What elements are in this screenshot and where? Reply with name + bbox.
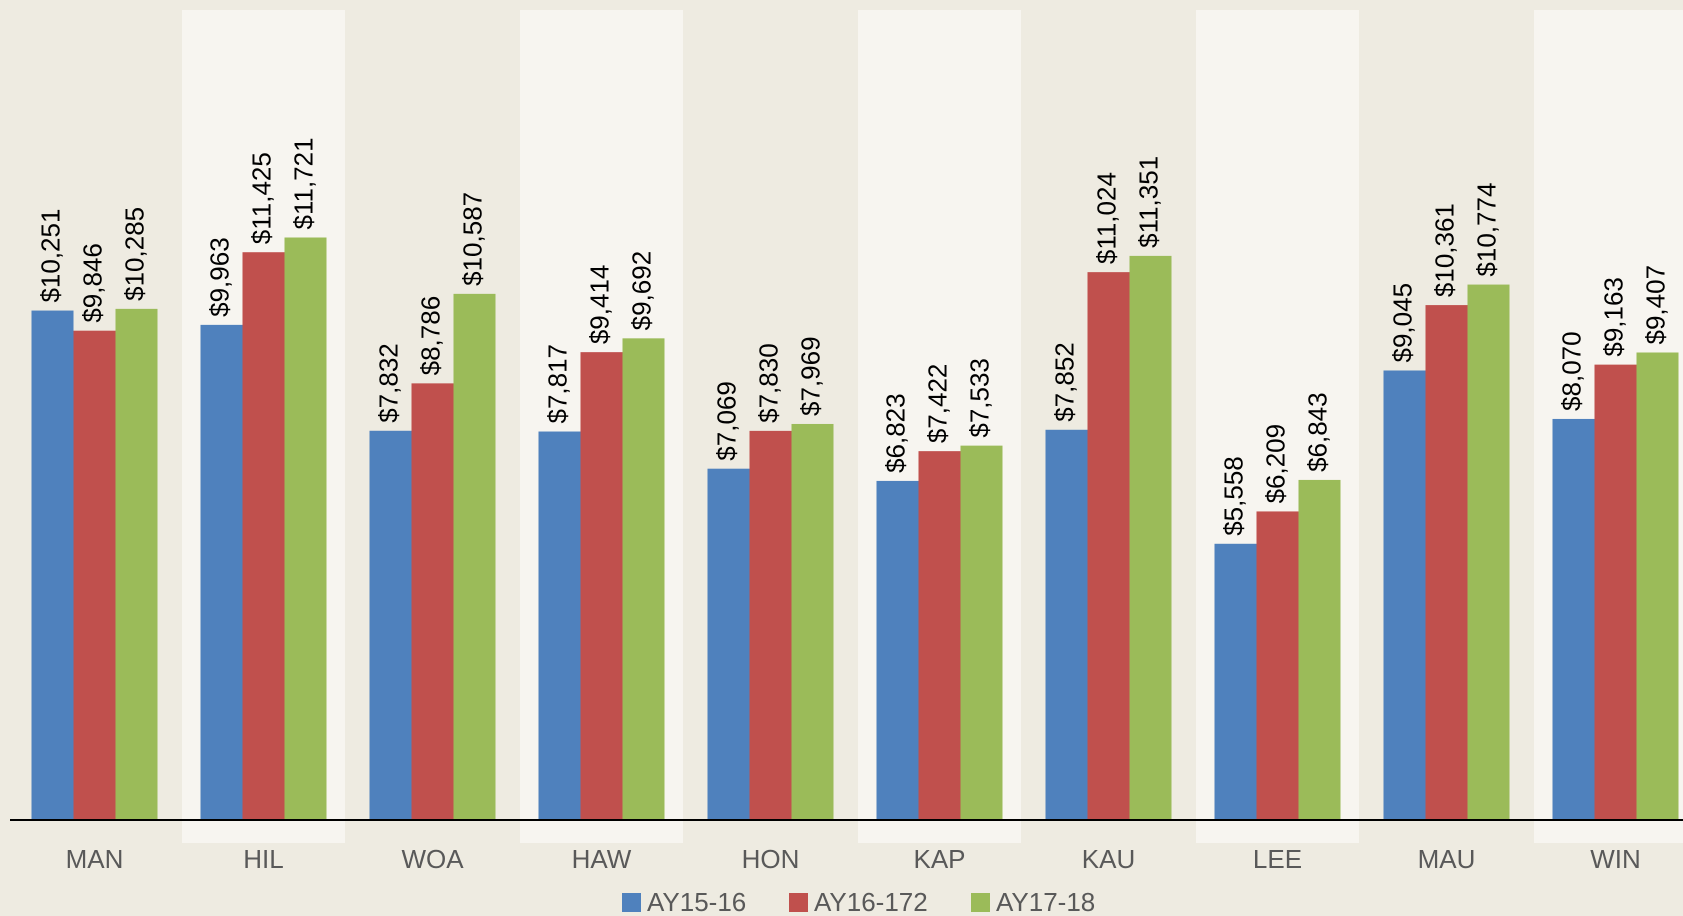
legend-swatch: [622, 893, 641, 912]
bar: [1298, 479, 1341, 820]
bar: [749, 430, 792, 820]
data-label: $8,070: [1556, 331, 1586, 411]
bar: [242, 252, 285, 820]
data-label: $7,422: [922, 364, 952, 444]
bar: [1552, 418, 1595, 820]
x-tick-label: MAU: [1418, 844, 1476, 874]
bar: [707, 468, 750, 820]
x-tick-label: MAN: [66, 844, 124, 874]
data-label: $9,407: [1640, 265, 1670, 345]
bar: [960, 445, 1003, 820]
data-label: $7,069: [711, 381, 741, 461]
x-tick-label: HIL: [243, 844, 283, 874]
bar: [1214, 543, 1257, 820]
bar: [1256, 511, 1299, 820]
legend-swatch: [789, 893, 808, 912]
legend-swatch: [971, 893, 990, 912]
data-label: $6,209: [1260, 424, 1290, 504]
bar: [538, 431, 581, 820]
data-label: $11,425: [246, 152, 276, 244]
legend-label: AY16-172: [814, 887, 928, 916]
x-tick-label: LEE: [1253, 844, 1302, 874]
bar: [1425, 305, 1468, 820]
bar: [369, 430, 412, 820]
bar: [73, 330, 116, 820]
x-tick-label: KAP: [913, 844, 965, 874]
bar: [1087, 272, 1130, 820]
bar: [1045, 429, 1088, 820]
data-label: $10,251: [35, 209, 65, 303]
data-label: $9,963: [204, 237, 234, 317]
bar: [622, 338, 665, 820]
bar: [200, 324, 243, 820]
data-label: $7,817: [542, 344, 572, 424]
data-label: $9,045: [1387, 283, 1417, 363]
x-tick-label: HAW: [572, 844, 632, 874]
bar: [918, 451, 961, 820]
bar: [453, 293, 496, 821]
bar: [31, 310, 74, 820]
legend-label: AY17-18: [996, 887, 1095, 916]
bar: [411, 383, 454, 820]
data-label: $11,721: [288, 137, 318, 229]
bar: [791, 423, 834, 820]
data-label: $7,533: [964, 358, 994, 438]
data-label: $9,163: [1598, 277, 1628, 357]
bar: [1383, 370, 1426, 820]
x-tick-label: WIN: [1590, 844, 1641, 874]
data-label: $11,351: [1133, 156, 1163, 248]
data-label: $11,024: [1091, 172, 1121, 264]
x-tick-label: WOA: [401, 844, 464, 874]
data-label: $7,832: [373, 343, 403, 423]
bar: [1636, 352, 1679, 820]
bar: [1467, 284, 1510, 821]
legend-label: AY15-16: [647, 887, 746, 916]
data-label: $7,830: [753, 343, 783, 423]
data-label: $9,414: [584, 265, 614, 345]
bar: [876, 480, 919, 820]
bar: [580, 352, 623, 820]
x-tick-label: HON: [742, 844, 800, 874]
bar: [1594, 364, 1637, 820]
data-label: $6,843: [1302, 392, 1332, 472]
bar: [115, 308, 158, 820]
bar: [284, 237, 327, 820]
bar: [1129, 255, 1172, 820]
data-label: $10,587: [457, 192, 487, 286]
data-label: $6,823: [880, 393, 910, 473]
data-label: $9,846: [77, 243, 107, 323]
data-label: $9,692: [626, 251, 656, 331]
data-label: $5,558: [1218, 456, 1248, 536]
data-label: $10,361: [1429, 203, 1459, 297]
data-label: $7,852: [1049, 342, 1079, 422]
data-label: $10,285: [119, 207, 149, 301]
x-tick-label: KAU: [1082, 844, 1135, 874]
data-label: $8,786: [415, 296, 445, 376]
data-label: $7,969: [795, 336, 825, 416]
data-label: $10,774: [1471, 183, 1501, 277]
